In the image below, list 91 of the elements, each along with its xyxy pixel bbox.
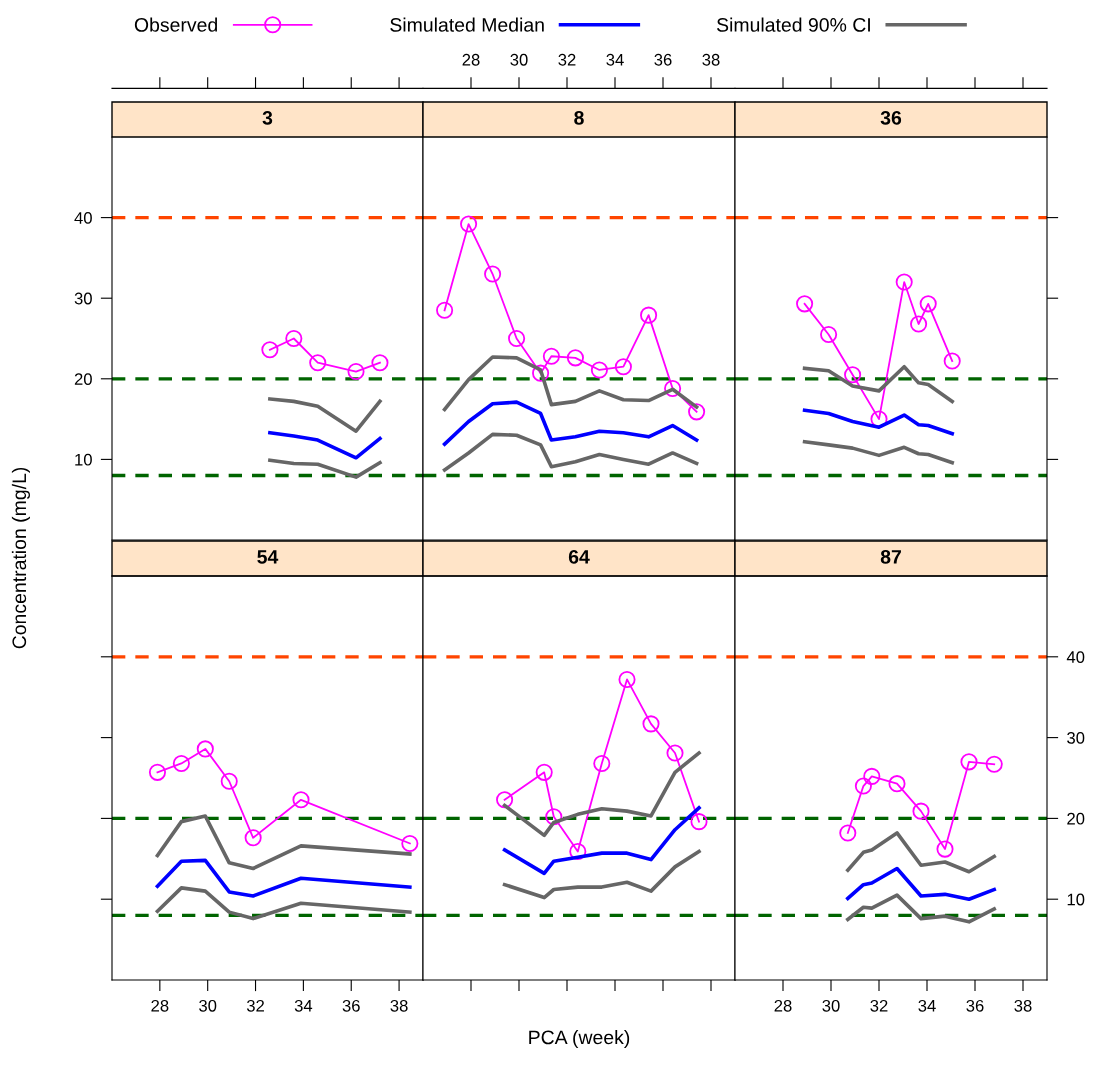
y-tick-label: 10 [75,453,92,466]
chart-title: 64 [568,549,590,564]
point [936,840,954,858]
x-tick-label: 38 [390,999,408,1012]
point [666,744,684,762]
x-tick-label: 32 [246,999,264,1012]
legend-label: Simulated Median [390,17,544,32]
y-tick-label: 30 [74,292,92,305]
point [196,740,214,758]
point [535,763,553,781]
point [532,364,550,382]
point [496,791,514,809]
x-tick-label: 32 [870,999,888,1012]
x-tick-label: 36 [342,999,360,1012]
x-tick-label: 34 [606,53,624,66]
y-tick-label: 20 [1067,812,1085,825]
point [347,363,365,381]
point [854,777,872,795]
point [309,354,327,372]
point [285,329,303,348]
y-tick-label: 10 [1067,893,1085,906]
point [460,215,478,233]
x-tick-label: 32 [558,53,576,66]
point [618,670,636,688]
point [484,265,502,283]
chart-title: 36 [880,110,902,125]
chart-title: 54 [257,550,279,564]
point [569,842,587,861]
point [244,829,262,847]
point [888,775,906,793]
point [839,824,857,842]
point [593,754,611,772]
point [545,808,563,826]
line-series [845,893,997,924]
point [566,349,584,367]
x-tick-label: 36 [654,53,672,66]
point [688,403,706,421]
chart-title: 87 [880,549,901,564]
point [172,754,190,772]
point [960,753,978,771]
y-tick-label: 40 [74,212,92,224]
point [436,301,454,319]
y-axis-title: Concentration (mg/L) [11,467,30,649]
point [910,315,928,333]
y-tick-label: 40 [1066,651,1085,663]
point [820,325,838,344]
x-axis-title: PCA (week) [529,1030,630,1049]
point [844,366,862,384]
line-series [845,866,997,902]
point [919,295,937,313]
point [640,306,658,324]
x-tick-label: 28 [462,53,480,66]
chart-title: 3 [262,110,273,125]
y-tick-label: 20 [74,373,92,385]
legend-label: Simulated 90% CI [716,17,870,32]
point [943,352,961,370]
x-tick-label: 36 [966,999,984,1012]
line-series [268,397,382,433]
point [912,802,930,820]
point [148,763,166,781]
point [220,772,238,790]
y-tick-label: 30 [1067,732,1085,744]
x-tick-label: 34 [294,999,313,1012]
x-tick-label: 38 [1014,999,1032,1012]
x-tick-label: 28 [151,999,169,1012]
x-tick-label: 38 [702,53,720,66]
x-tick-label: 28 [774,999,792,1012]
point [796,295,814,313]
point [542,347,560,365]
x-tick-label: 30 [822,999,840,1012]
x-tick-label: 34 [918,999,936,1012]
point [614,358,632,376]
point [664,379,682,398]
line-series [845,831,997,874]
point [985,755,1003,773]
point [371,354,389,372]
point [690,813,708,831]
point [261,341,279,359]
point [590,361,608,379]
chart-title: 8 [574,110,584,125]
x-tick-label: 30 [199,999,217,1012]
point [863,767,881,785]
point [292,791,310,809]
x-tick-label: 30 [510,53,528,66]
point [895,273,913,291]
point [401,834,419,852]
point [508,329,526,348]
line-series [268,430,382,460]
legend-label: Observed [134,17,217,32]
point [642,715,660,733]
line-series [268,458,382,479]
